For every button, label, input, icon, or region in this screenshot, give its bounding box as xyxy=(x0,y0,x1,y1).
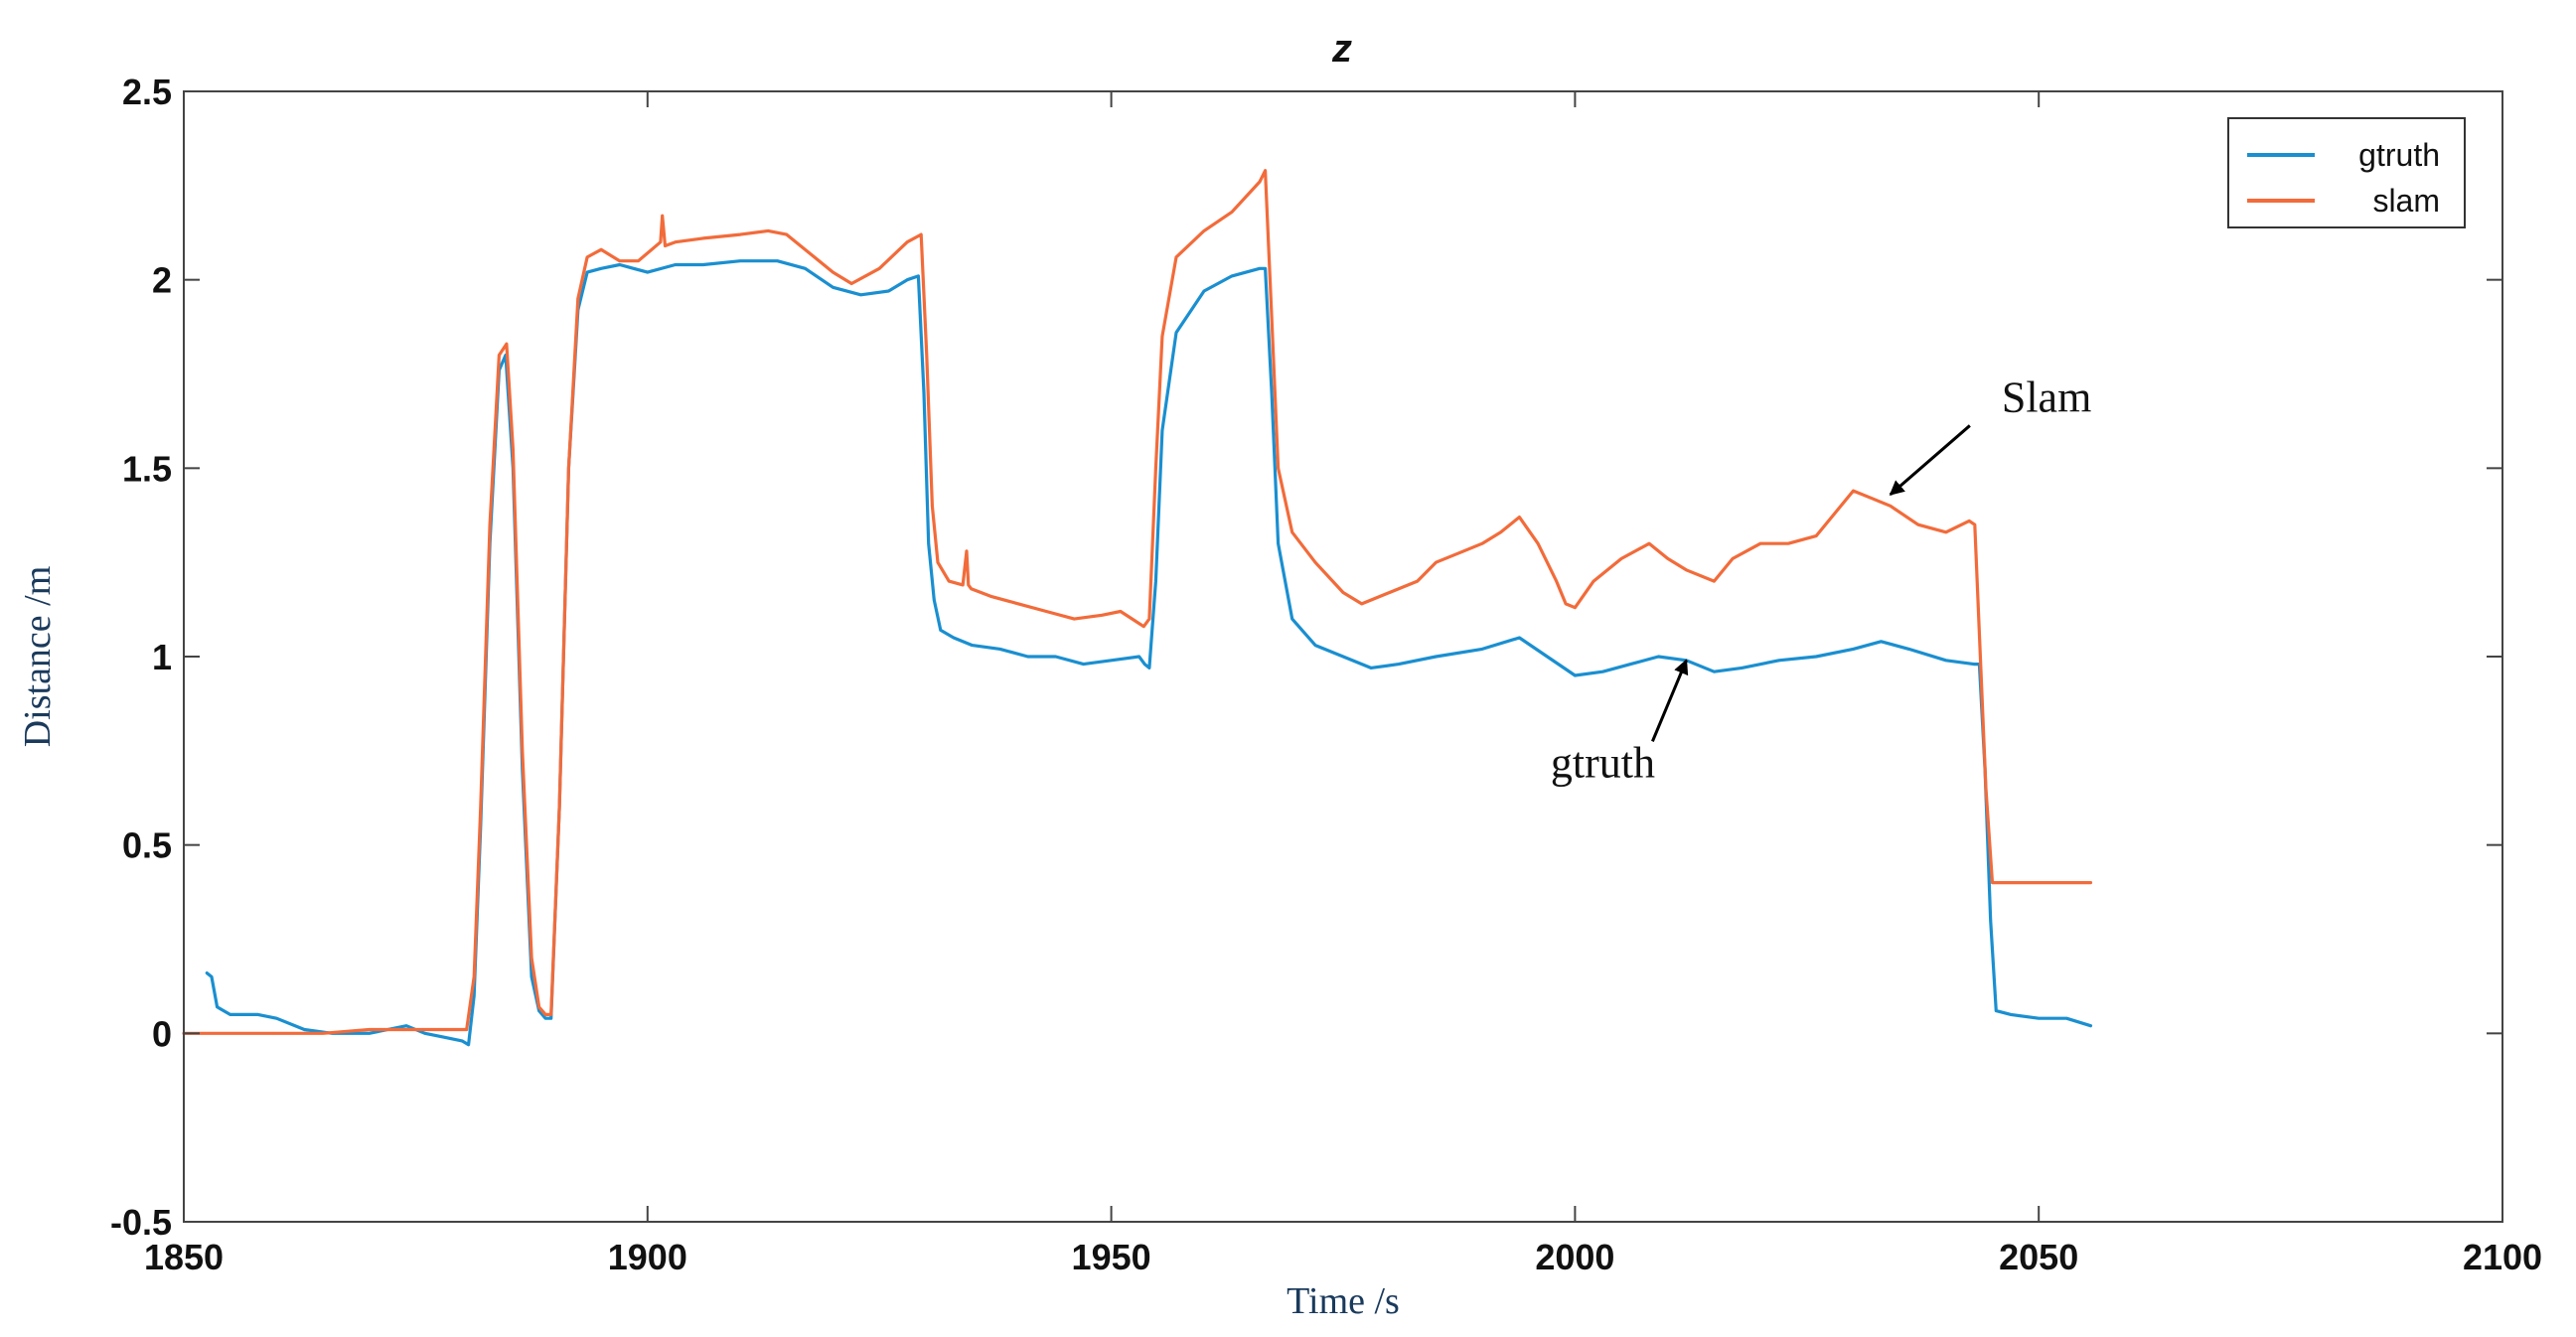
x-axis-title: Time /s xyxy=(1287,1280,1400,1322)
series-layer xyxy=(182,169,2093,1047)
x-tick-label-2000: 2000 xyxy=(1535,1237,1614,1277)
annotation-label-gtruth: gtruth xyxy=(1551,738,1655,787)
legend-label-gtruth: gtruth xyxy=(2358,137,2440,173)
y-tick-label-2p5: 2.5 xyxy=(122,72,172,112)
y-tick-label-neg0p5: -0.5 xyxy=(110,1202,172,1243)
y-axis-title: Distance /m xyxy=(17,566,59,748)
y-tick-label-0: 0 xyxy=(152,1013,172,1054)
x-tick-label-1950: 1950 xyxy=(1072,1237,1151,1277)
x-tick-label-1850: 1850 xyxy=(144,1237,224,1277)
tick-layer: 1850 1900 1950 2000 2050 2100 -0.5 0 0.5 1 1.5 2 2.5 xyxy=(110,72,2542,1277)
x-tick-label-1900: 1900 xyxy=(608,1237,687,1277)
chart-title: z xyxy=(1331,27,1352,71)
annotation-arrow-slam xyxy=(1889,424,1971,497)
y-tick-label-1: 1 xyxy=(152,637,172,677)
y-tick-label-0p5: 0.5 xyxy=(122,825,172,866)
x-tick-label-2050: 2050 xyxy=(1999,1237,2078,1277)
annotation-arrow-gtruth xyxy=(1651,659,1689,742)
y-tick-label-2: 2 xyxy=(152,260,172,301)
series-line-slam xyxy=(182,169,2093,1035)
legend: gtruth slam xyxy=(2227,117,2466,228)
y-tick-label-1p5: 1.5 xyxy=(122,448,172,489)
x-tick-label-2100: 2100 xyxy=(2463,1237,2542,1277)
annotation-label-slam: Slam xyxy=(2002,372,2091,421)
legend-label-slam: slam xyxy=(2372,183,2440,219)
legend-box xyxy=(2227,117,2466,228)
annotation-layer: Slam gtruth xyxy=(1551,372,2091,787)
